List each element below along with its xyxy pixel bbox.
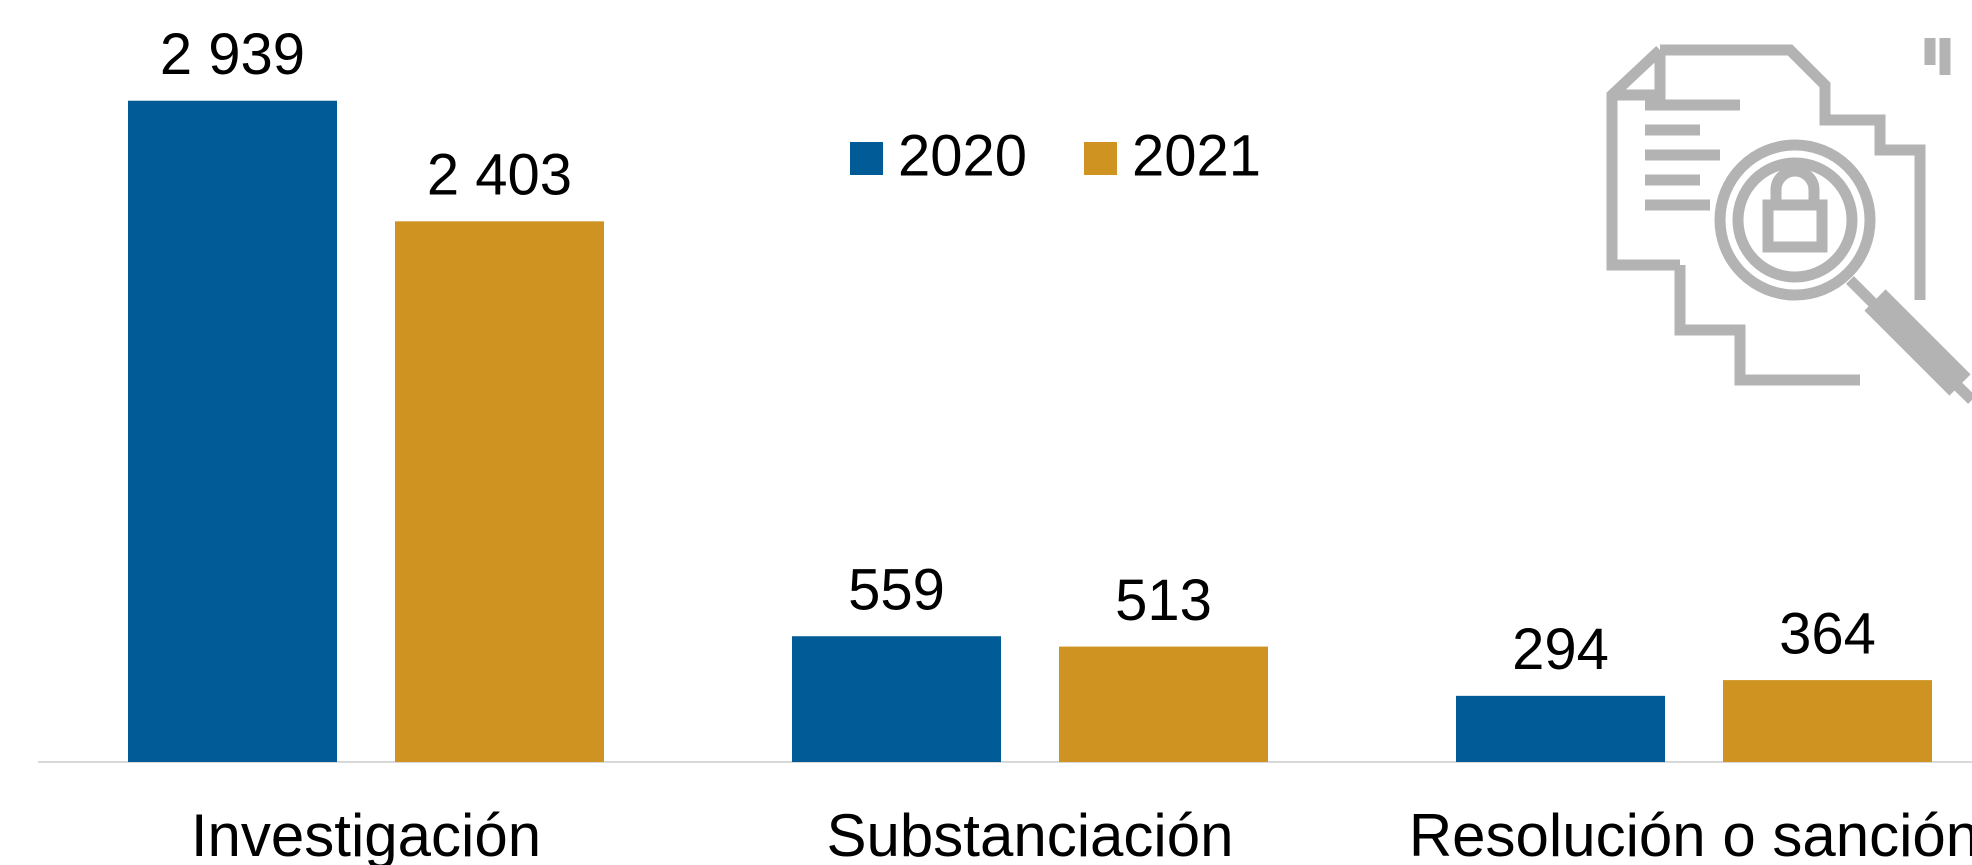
bar: [792, 636, 1001, 762]
legend-swatch: [1084, 142, 1117, 175]
bar: [1059, 646, 1268, 762]
x-tick-label: Resolución o sanción: [1409, 802, 1972, 865]
bar: [1456, 695, 1665, 762]
legend-swatch: [850, 142, 883, 175]
bar: [128, 100, 337, 763]
bar: [395, 221, 604, 762]
icon: [1606, 38, 1972, 404]
legend-label: 2020: [898, 123, 1027, 188]
x-tick-label: Substanciación: [827, 802, 1234, 865]
legend-label: 2021: [1132, 123, 1261, 188]
x-tick-label: Investigación: [191, 802, 541, 865]
value-label: 294: [1512, 617, 1609, 682]
value-label: 364: [1779, 601, 1876, 666]
bar: [1723, 680, 1932, 762]
value-label: 513: [1115, 568, 1212, 633]
value-label: 2 939: [160, 22, 305, 87]
value-label: 559: [848, 558, 945, 623]
value-label: 2 403: [427, 143, 572, 208]
